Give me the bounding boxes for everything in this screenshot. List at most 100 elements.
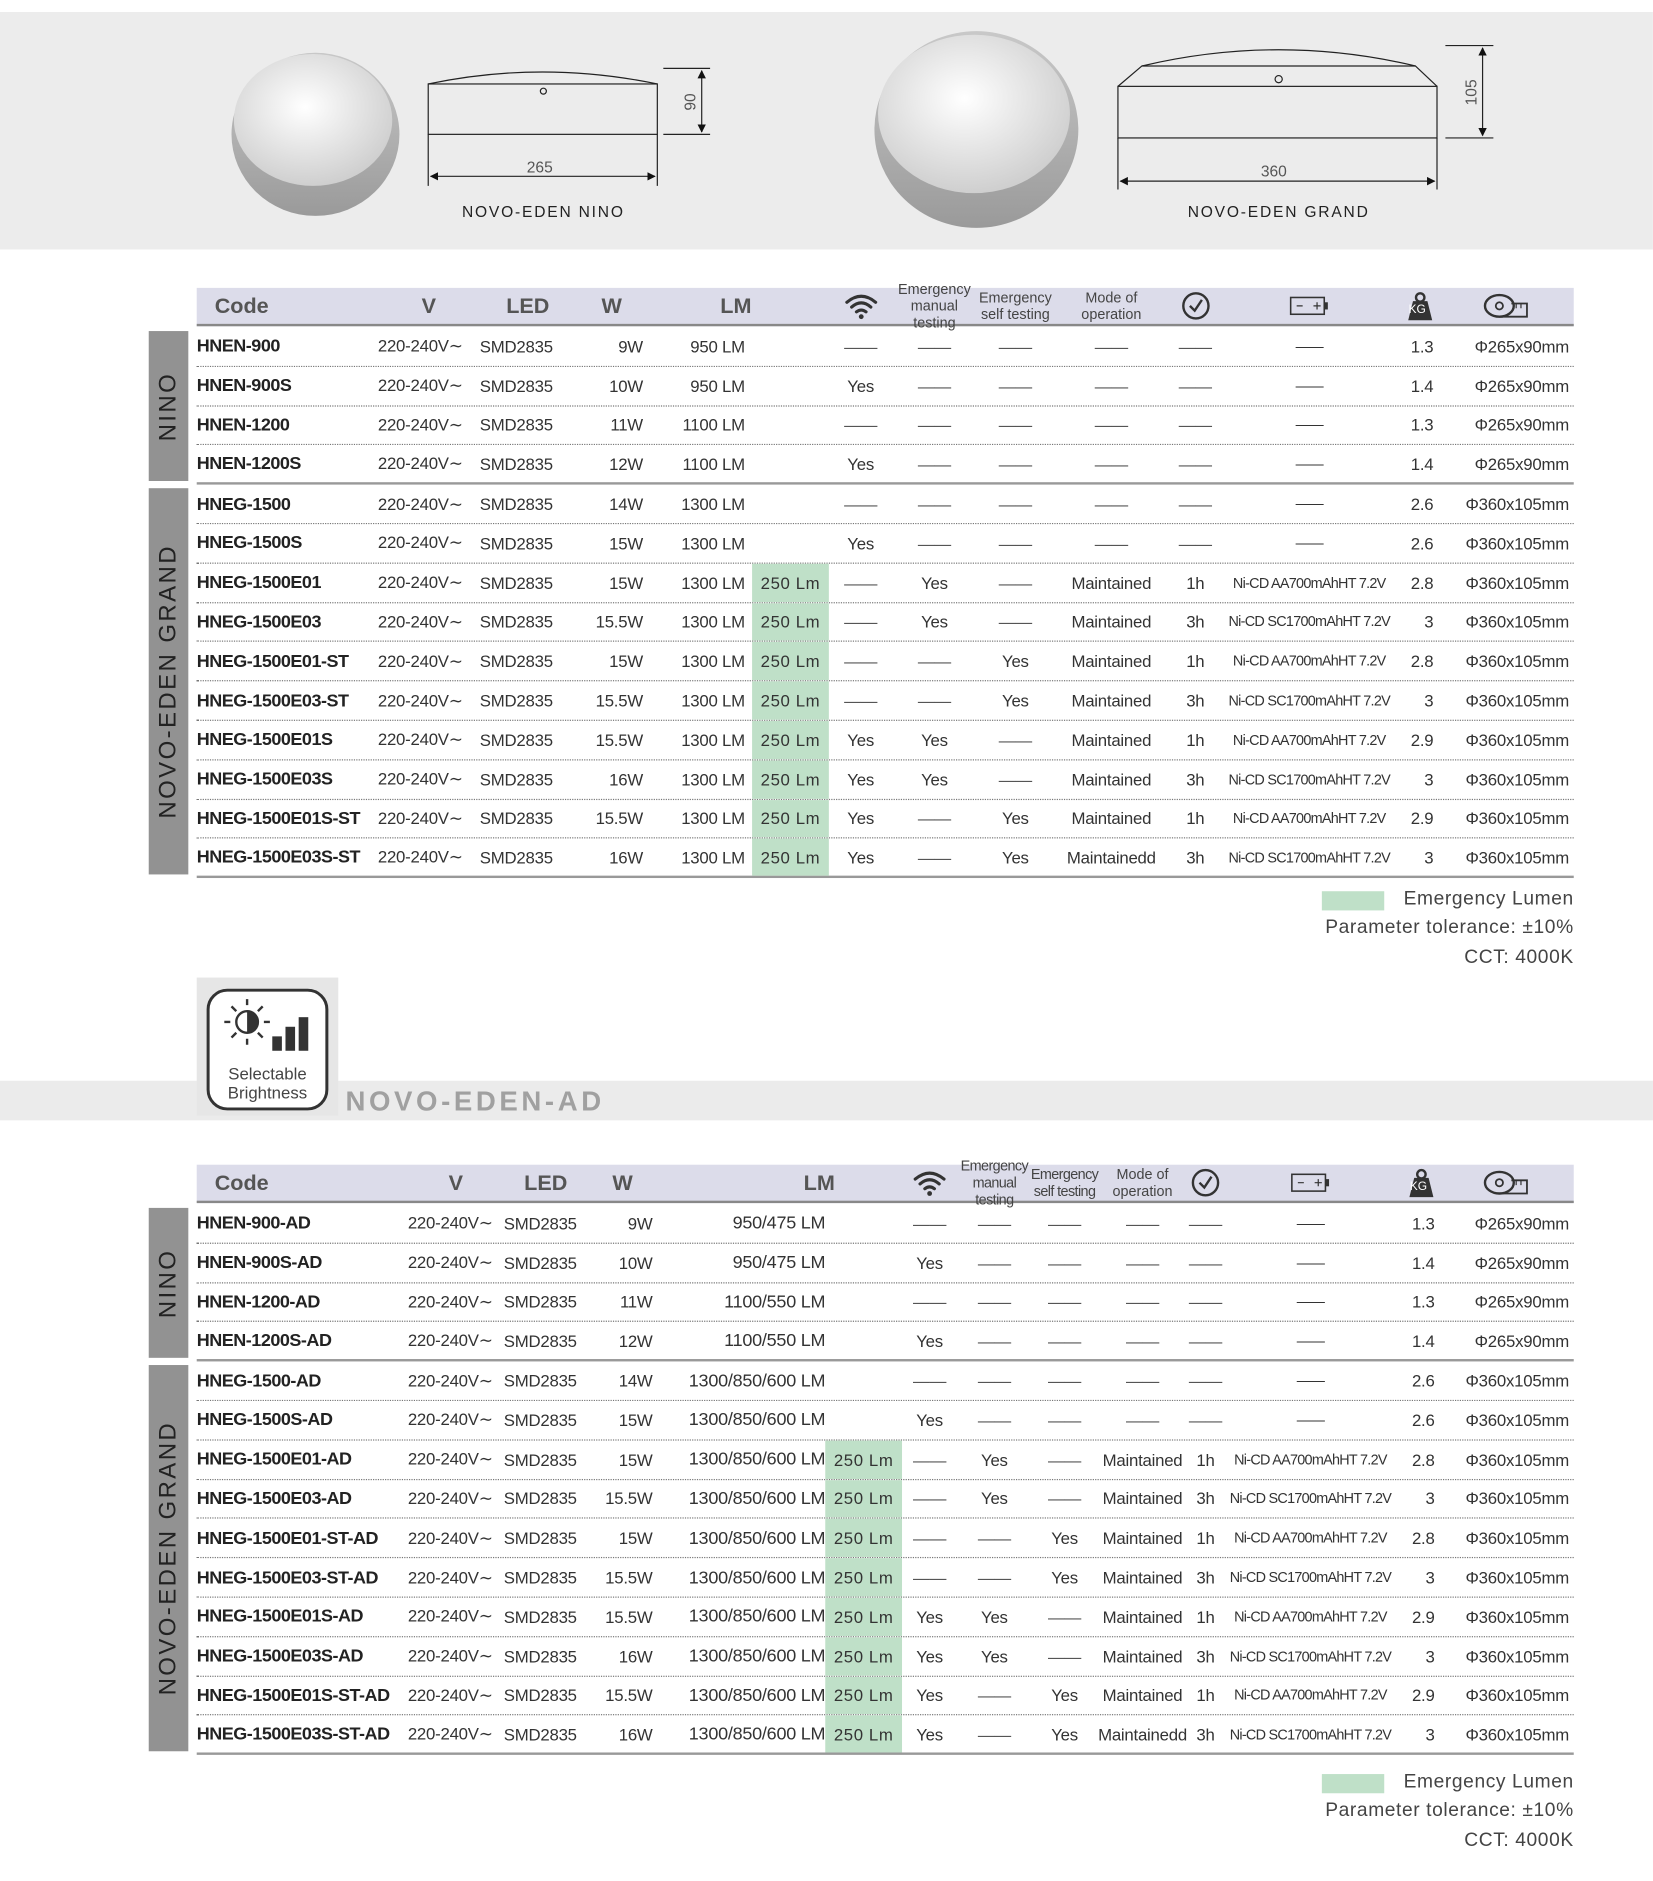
table-cell: 3 — [1424, 691, 1434, 711]
table-cell: SMD2835 — [479, 572, 553, 593]
table-cell: Maintained — [1071, 651, 1152, 671]
header-label: Emergency manual testing — [897, 280, 971, 332]
product-name: NOVO-EDEN GRAND — [1188, 204, 1370, 221]
dimension-width: 360 — [1261, 163, 1287, 180]
table-cell: —— — [1295, 338, 1324, 355]
table-cell: Φ360x105mm — [1465, 651, 1570, 671]
table-cell: Yes — [921, 730, 948, 750]
table-cell: 14W — [618, 1371, 653, 1391]
table-cell: SMD2835 — [479, 691, 553, 711]
table-cell: Φ360x105mm — [1465, 847, 1570, 867]
table-cell: SMD2835 — [479, 494, 553, 514]
header-label: Mode of operation — [1112, 1165, 1173, 1200]
table-cell: 3 — [1425, 1567, 1435, 1588]
header-label: LM — [803, 1170, 835, 1195]
table-cell: —— — [1047, 1646, 1082, 1666]
product-name: NOVO-EDEN NINO — [462, 204, 625, 221]
table-cell: Yes — [1002, 847, 1029, 867]
table-cell: 220-240V∼ — [407, 1606, 493, 1626]
table-row: HNEN-900 220-240V∼ SMD2835 9W 950 LM —— —— —— ——… — [196, 327, 1574, 367]
table-cell: Φ265x90mm — [1474, 376, 1570, 396]
header-cell — [1223, 1165, 1397, 1201]
table-cell: 220-240V∼ — [377, 690, 463, 710]
table-row: HNEG-1500E03-AD 220-240V∼ SMD2835 15.5W 1300… — [196, 1479, 1574, 1520]
table-cell: —— — [1047, 1449, 1082, 1470]
weight-icon — [1409, 1168, 1434, 1198]
table-cell: Ni-CD SC1700mAhHT 7.2V — [1228, 770, 1390, 788]
table-cell: Φ360x105mm — [1465, 1528, 1570, 1548]
table-cell: —— — [977, 1213, 1011, 1233]
table-cell: 1h — [1196, 1685, 1215, 1706]
table-cell: Φ360x105mm — [1465, 533, 1570, 553]
table-cell: Maintained — [1102, 1646, 1183, 1666]
table-cell: Yes — [916, 1646, 943, 1666]
table-row: HNEN-900-AD 220-240V∼ SMD2835 9W 950/475 LM —… — [196, 1204, 1574, 1244]
header-cell: Emergency manual testing — [892, 281, 976, 331]
table-cell: 11W — [619, 1292, 653, 1312]
table-cell: 1.4 — [1410, 376, 1434, 396]
table-cell: Ni-CD SC1700mAhHT 7.2V — [1228, 613, 1390, 631]
table-cell: —— — [917, 336, 951, 357]
table-cell: 15.5W — [595, 612, 644, 632]
table-cell: 250 Lm — [752, 642, 829, 681]
table-cell: 250 Lm — [752, 760, 829, 799]
table-cell: Φ360x105mm — [1465, 1449, 1570, 1470]
time-icon — [1191, 1168, 1220, 1197]
table-cell: Yes — [847, 847, 874, 867]
table-cell: —— — [1047, 1371, 1082, 1391]
table-cell: —— — [1178, 376, 1212, 396]
table-cell: Φ265x90mm — [1474, 1292, 1570, 1312]
table-cell: 15.5W — [595, 809, 644, 829]
table-cell: Maintained — [1071, 730, 1152, 750]
table-cell: —— — [1125, 1410, 1160, 1430]
group-text: NOVO-EDEN GRAND — [154, 1421, 182, 1696]
table-cell: —— — [1296, 1254, 1325, 1272]
table-cell: 220-240V∼ — [407, 1685, 493, 1705]
table-cell: 1100/550 LM — [724, 1330, 826, 1351]
table-cell: 1h — [1186, 730, 1205, 750]
table-cell: Yes — [847, 769, 874, 789]
table-cell: 3 — [1424, 847, 1434, 867]
table-cell: Φ360x105mm — [1465, 494, 1570, 514]
table-cell: Ni-CD AA700mAhHT 7.2V — [1232, 731, 1386, 749]
legend-label: Emergency Lumen — [1403, 888, 1574, 910]
table-cell: Maintained — [1071, 612, 1152, 632]
header-label: Emergency self testing — [1030, 1165, 1099, 1200]
table-cell: —— — [1125, 1371, 1160, 1391]
header-label: LED — [506, 293, 550, 318]
table-cell: —— — [977, 1528, 1011, 1548]
table-cell: 10W — [618, 1253, 653, 1273]
table-cell: SMD2835 — [479, 769, 553, 789]
header-label: W — [601, 293, 622, 318]
table-cell: HNEN-1200-AD — [196, 1291, 321, 1313]
table-cell: —— — [1178, 415, 1212, 435]
table-cell: 3h — [1196, 1489, 1215, 1509]
table-cell: SMD2835 — [503, 1646, 577, 1666]
table-cell: —— — [1094, 376, 1128, 396]
table-cell: 16W — [609, 847, 643, 867]
table-cell: SMD2835 — [503, 1213, 577, 1233]
table-cell: 1h — [1186, 651, 1205, 671]
table-cell: Yes — [1002, 691, 1029, 711]
header-cell: LED — [504, 1165, 588, 1201]
table-cell: —— — [1295, 495, 1324, 513]
table-cell: 250 Lm — [752, 681, 829, 720]
table-cell: 1300 LM — [681, 651, 745, 671]
table-cell: —— — [998, 415, 1032, 435]
table-cell: 220-240V∼ — [377, 375, 463, 395]
table-cell: —— — [1178, 494, 1212, 514]
header-cell: W — [588, 1165, 658, 1201]
table-cell: Yes — [1051, 1724, 1078, 1744]
table-cell: SMD2835 — [479, 454, 553, 474]
feature-tile: Selectable Brightness — [196, 977, 339, 1116]
table-cell: 3h — [1186, 612, 1205, 632]
table-cell: Yes — [847, 730, 874, 750]
table-cell: Maintained — [1071, 691, 1152, 711]
wifi-icon — [844, 294, 877, 320]
table-cell: HNEG-1500E03S-AD — [196, 1645, 364, 1667]
table-cell: 3h — [1186, 691, 1205, 711]
header-label: KG — [1409, 1180, 1428, 1194]
table-cell: Φ360x105mm — [1465, 809, 1570, 829]
table-cell: 15W — [618, 1528, 653, 1548]
table-cell: 2.8 — [1411, 1528, 1435, 1548]
